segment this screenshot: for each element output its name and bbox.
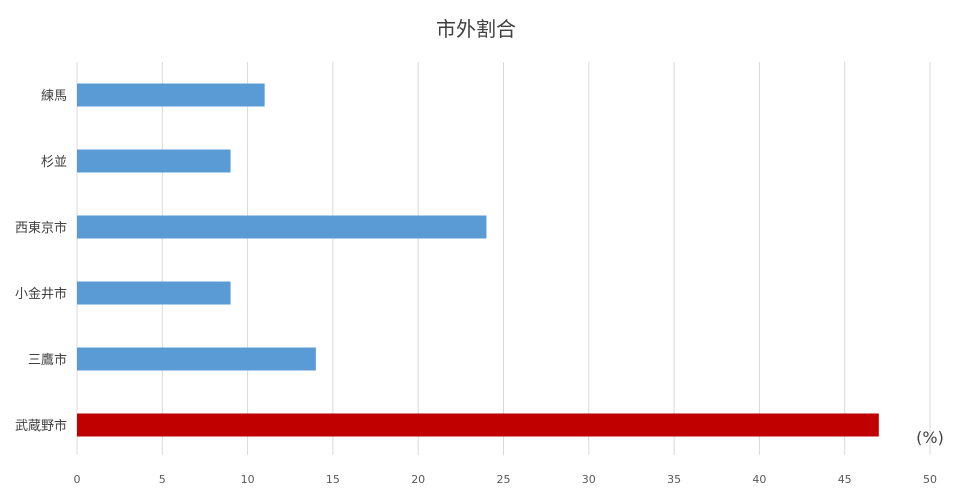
x-tick-label: 15 [326, 473, 340, 486]
category-label: 武蔵野市 [15, 418, 67, 434]
bar [77, 83, 265, 107]
x-tick-label: 40 [752, 473, 766, 486]
x-tick-label: 50 [923, 473, 937, 486]
category-label: 練馬 [41, 89, 67, 104]
x-tick-label: 0 [74, 473, 81, 486]
bar [77, 413, 879, 437]
x-tick-label: 30 [582, 473, 596, 486]
x-tick-label: 5 [159, 473, 166, 486]
x-axis-tick-labels: 0 5 10 15 20 25 30 35 40 45 50 [74, 473, 938, 486]
category-label: 三鷹市 [28, 352, 67, 368]
bar [77, 149, 231, 173]
x-tick-label: 35 [667, 473, 681, 486]
x-tick-label: 20 [411, 473, 425, 486]
grid-lines [76, 62, 931, 455]
x-tick-label: 10 [241, 473, 255, 486]
bar [77, 215, 487, 239]
bar [77, 281, 231, 305]
unit-label: (%) [916, 428, 944, 447]
chart-title: 市外割合 [436, 17, 516, 41]
category-label: 小金井市 [15, 286, 67, 302]
x-tick-label: 45 [838, 473, 852, 486]
bar [77, 347, 316, 371]
category-label: 杉並 [41, 155, 67, 170]
category-label: 西東京市 [15, 220, 67, 236]
bars [77, 83, 879, 437]
x-tick-label: 25 [497, 473, 511, 486]
